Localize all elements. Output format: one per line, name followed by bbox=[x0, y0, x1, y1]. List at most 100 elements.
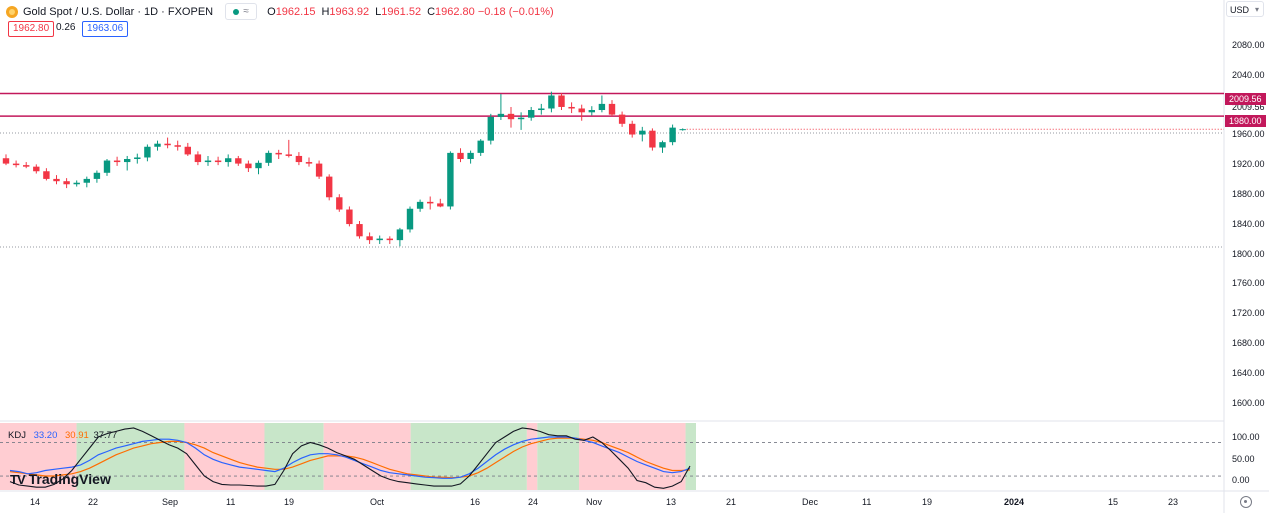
price-axis-label: 1600.00 bbox=[1232, 398, 1265, 408]
level-tag-upper: 2009.56 bbox=[1225, 93, 1266, 105]
candle-body bbox=[315, 163, 323, 177]
candle-body bbox=[12, 163, 20, 166]
price-axis-label: 1960.00 bbox=[1232, 129, 1265, 139]
candle-body bbox=[63, 181, 70, 185]
time-axis-label: Dec bbox=[802, 497, 819, 507]
candle-body bbox=[386, 238, 393, 241]
candle-body bbox=[629, 123, 636, 135]
open-label: O bbox=[267, 5, 276, 18]
currency-select[interactable]: USD ▾ bbox=[1226, 1, 1264, 17]
candle-body bbox=[538, 108, 545, 111]
chevron-down-icon: ▾ bbox=[1254, 5, 1259, 14]
candle-body bbox=[467, 152, 474, 160]
kdj-axis-label: 100.00 bbox=[1232, 432, 1260, 442]
symbol-title[interactable]: Gold Spot / U.S. Dollar · 1D · FXOPEN bbox=[23, 5, 214, 18]
candle-body bbox=[548, 95, 555, 109]
price-axis-label: 2080.00 bbox=[1232, 40, 1265, 50]
candle-body bbox=[83, 178, 90, 183]
candle-body bbox=[214, 160, 222, 163]
candle-body bbox=[275, 152, 282, 155]
kdj-legend[interactable]: KDJ 33.20 30.91 37.77 bbox=[8, 430, 122, 441]
price-axis-label: 1640.00 bbox=[1232, 368, 1265, 378]
candle-body bbox=[396, 229, 404, 241]
candle-body bbox=[184, 146, 191, 155]
time-axis-label: Sep bbox=[162, 497, 179, 507]
price-axis-label: 1760.00 bbox=[1232, 278, 1265, 288]
candle-body bbox=[53, 178, 60, 182]
candle-body bbox=[679, 129, 686, 131]
tradingview-wordmark: TradingView bbox=[28, 471, 111, 487]
candle-body bbox=[659, 142, 666, 148]
candle-body bbox=[113, 160, 121, 163]
tradingview-logo[interactable]: TV TradingView bbox=[10, 471, 111, 487]
candle-body bbox=[598, 103, 606, 111]
candle-body bbox=[346, 209, 353, 225]
time-axis-label: 16 bbox=[470, 497, 481, 507]
kdj-bearish-band bbox=[526, 423, 538, 490]
candle-body bbox=[437, 203, 444, 207]
price-axis-label: 1720.00 bbox=[1232, 308, 1265, 318]
kdj-axis-label: 50.00 bbox=[1232, 454, 1255, 464]
candle-body bbox=[578, 108, 585, 113]
candle-body bbox=[174, 145, 181, 147]
price-axis-label: 2040.00 bbox=[1232, 70, 1265, 80]
low-value: 1961.52 bbox=[381, 5, 422, 18]
candle-body bbox=[568, 106, 575, 109]
price-axis-label: 1920.00 bbox=[1232, 159, 1265, 169]
candle-body bbox=[447, 152, 454, 207]
time-axis-label: 2024 bbox=[1004, 497, 1025, 507]
kdj-bullish-band bbox=[537, 423, 580, 490]
market-status-button[interactable]: ≈ bbox=[225, 3, 258, 20]
kdj-axis-label: 0.00 bbox=[1232, 475, 1250, 485]
candle-body bbox=[507, 113, 515, 120]
candle-body bbox=[305, 162, 313, 164]
candle-body bbox=[204, 160, 212, 163]
candle-body bbox=[134, 157, 141, 160]
level-tag-lower: 1980.00 bbox=[1225, 115, 1266, 127]
candle-body bbox=[618, 114, 626, 124]
kdj-bullish-band bbox=[264, 423, 324, 490]
open-value: 1962.15 bbox=[275, 5, 316, 18]
symbol-legend: Gold Spot / U.S. Dollar · 1D · FXOPEN ≈ … bbox=[6, 3, 560, 20]
candle-body bbox=[517, 117, 525, 120]
candle-body bbox=[376, 238, 383, 241]
kdj-j-value: 37.77 bbox=[93, 430, 118, 441]
kdj-k-value: 33.20 bbox=[33, 430, 58, 441]
currency-label: USD bbox=[1230, 5, 1250, 15]
candle-body bbox=[154, 143, 161, 147]
candle-body bbox=[477, 140, 484, 153]
kdj-j-line bbox=[9, 427, 691, 489]
candle-body bbox=[265, 152, 272, 163]
buy-price-button[interactable]: 1963.06 bbox=[82, 21, 129, 37]
candle-body bbox=[93, 172, 101, 179]
high-label: H bbox=[321, 5, 330, 18]
candle-body bbox=[103, 160, 111, 173]
time-axis-label: 11 bbox=[226, 497, 236, 507]
price-axis-label: 2009.56 bbox=[1232, 102, 1265, 112]
kdj-bullish-band bbox=[685, 423, 696, 490]
candle-body bbox=[2, 158, 10, 164]
sell-price-button[interactable]: 1962.80 bbox=[8, 21, 55, 37]
spread-value: 0.26 bbox=[56, 22, 76, 33]
candle-body bbox=[608, 103, 616, 115]
candle-body bbox=[194, 154, 202, 163]
candle-body bbox=[497, 113, 505, 117]
market-open-dot-icon bbox=[233, 8, 240, 15]
candle-body bbox=[225, 158, 232, 163]
candle-body bbox=[528, 110, 535, 118]
price-axis-label: 1840.00 bbox=[1232, 219, 1265, 229]
candle-body bbox=[124, 159, 131, 163]
candle-body bbox=[235, 158, 242, 164]
kdj-bearish-band bbox=[579, 423, 686, 490]
settings-gear-icon[interactable] bbox=[1240, 496, 1252, 508]
price-axis-label: 1880.00 bbox=[1232, 189, 1265, 199]
kdj-d-value: 30.91 bbox=[65, 430, 89, 441]
close-value: 1962.80 −0.18 (−0.01%) bbox=[435, 5, 554, 18]
time-axis-label: 22 bbox=[88, 497, 99, 507]
gold-coin-icon bbox=[6, 5, 18, 18]
kdj-bearish-band bbox=[0, 423, 77, 490]
time-axis-label: 14 bbox=[30, 497, 41, 507]
kdj-k-line bbox=[9, 436, 691, 479]
price-axis-label: 1800.00 bbox=[1232, 249, 1265, 259]
